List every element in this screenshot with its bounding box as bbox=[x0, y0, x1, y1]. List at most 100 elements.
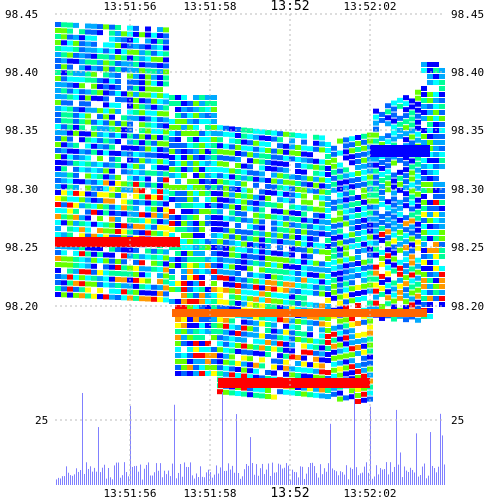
heat-cell bbox=[211, 179, 217, 184]
heat-cell bbox=[223, 245, 229, 251]
volume-bar bbox=[80, 470, 81, 485]
heat-cell bbox=[295, 283, 301, 288]
heat-cell bbox=[241, 283, 247, 289]
heat-cell bbox=[403, 317, 409, 323]
volume-bar bbox=[358, 475, 359, 485]
heat-cell bbox=[211, 305, 217, 310]
heat-cell bbox=[403, 227, 409, 233]
heat-cell bbox=[61, 190, 67, 196]
heat-cell bbox=[355, 213, 361, 218]
heat-cell bbox=[151, 284, 157, 290]
heat-cell bbox=[223, 215, 229, 221]
heat-cell bbox=[235, 205, 241, 210]
heat-cell bbox=[73, 46, 79, 52]
heat-cell bbox=[187, 305, 193, 310]
heat-cell bbox=[289, 306, 295, 312]
heat-cell bbox=[55, 166, 61, 171]
heat-cell bbox=[325, 352, 331, 357]
heat-cell bbox=[151, 200, 157, 206]
heat-cell bbox=[391, 208, 397, 214]
heat-cell bbox=[217, 335, 223, 341]
volume-bar bbox=[350, 467, 351, 485]
heat-cell bbox=[391, 256, 397, 262]
heat-cell bbox=[235, 289, 241, 294]
heat-cell bbox=[151, 158, 157, 164]
heat-cell bbox=[247, 362, 253, 368]
heat-cell bbox=[319, 171, 325, 177]
heat-cell bbox=[133, 31, 139, 37]
heat-cell bbox=[115, 265, 121, 270]
heat-cell bbox=[409, 194, 415, 200]
heat-cell bbox=[157, 165, 163, 171]
heat-cell bbox=[307, 278, 313, 284]
heat-cell bbox=[187, 227, 193, 232]
heat-cell bbox=[283, 293, 289, 299]
heat-cell bbox=[397, 241, 403, 247]
heat-cell bbox=[373, 198, 379, 204]
heat-cell bbox=[337, 318, 343, 324]
heat-cell bbox=[439, 218, 445, 223]
heat-cell bbox=[331, 157, 337, 163]
heat-cell bbox=[331, 217, 337, 223]
heat-cell bbox=[97, 294, 103, 300]
heat-cell bbox=[373, 276, 379, 282]
heat-cell bbox=[367, 180, 373, 186]
heat-cell bbox=[139, 92, 145, 98]
heat-cell bbox=[421, 236, 427, 241]
heat-cell bbox=[73, 268, 79, 274]
heat-cell bbox=[361, 397, 367, 403]
heat-cell bbox=[289, 372, 295, 378]
heat-cell bbox=[91, 251, 97, 257]
heat-cell bbox=[241, 337, 247, 343]
heat-cell bbox=[289, 318, 295, 324]
volume-bar bbox=[346, 465, 347, 485]
heat-cell bbox=[259, 207, 265, 213]
heat-cell bbox=[193, 275, 199, 280]
heat-cell bbox=[109, 288, 115, 294]
heat-cell bbox=[439, 182, 445, 187]
heat-cell bbox=[97, 270, 103, 276]
heat-cell bbox=[367, 324, 373, 330]
heat-cell bbox=[289, 270, 295, 276]
heat-cell bbox=[295, 247, 301, 252]
heat-cell bbox=[139, 188, 145, 194]
heat-cell bbox=[355, 171, 361, 176]
heat-cell bbox=[127, 289, 133, 295]
heat-cell bbox=[277, 281, 283, 287]
heat-cell bbox=[145, 38, 151, 44]
heat-cell bbox=[421, 116, 427, 121]
volume-bar bbox=[132, 466, 133, 485]
heat-cell bbox=[163, 165, 169, 171]
heat-cell bbox=[157, 249, 163, 255]
volume-bar bbox=[244, 469, 245, 485]
heat-cell bbox=[229, 270, 235, 276]
heat-cell bbox=[151, 224, 157, 230]
volume-bar bbox=[278, 463, 279, 485]
heat-cell bbox=[337, 342, 343, 348]
heat-cell bbox=[199, 257, 205, 262]
heat-cell bbox=[319, 147, 325, 153]
heat-cell bbox=[157, 177, 163, 183]
volume-bar bbox=[166, 474, 167, 485]
heat-cell bbox=[223, 227, 229, 233]
heat-cell bbox=[391, 160, 397, 166]
heat-cell bbox=[409, 266, 415, 272]
heat-cell bbox=[277, 191, 283, 197]
heat-cell bbox=[433, 272, 439, 277]
heat-cell bbox=[121, 181, 127, 187]
heat-cell bbox=[241, 355, 247, 361]
heat-cell bbox=[85, 263, 91, 269]
heat-cell bbox=[217, 257, 223, 263]
heat-cell bbox=[79, 59, 85, 65]
heat-cell bbox=[67, 232, 73, 238]
heat-cell bbox=[235, 193, 241, 198]
heat-cell bbox=[307, 350, 313, 356]
heat-cell bbox=[205, 95, 211, 100]
heat-cell bbox=[265, 148, 271, 153]
heat-cell bbox=[259, 237, 265, 243]
heat-cell bbox=[139, 290, 145, 296]
heat-cell bbox=[109, 30, 115, 36]
heat-cell bbox=[379, 213, 385, 219]
heat-cell bbox=[163, 63, 169, 69]
heat-cell bbox=[343, 275, 349, 281]
